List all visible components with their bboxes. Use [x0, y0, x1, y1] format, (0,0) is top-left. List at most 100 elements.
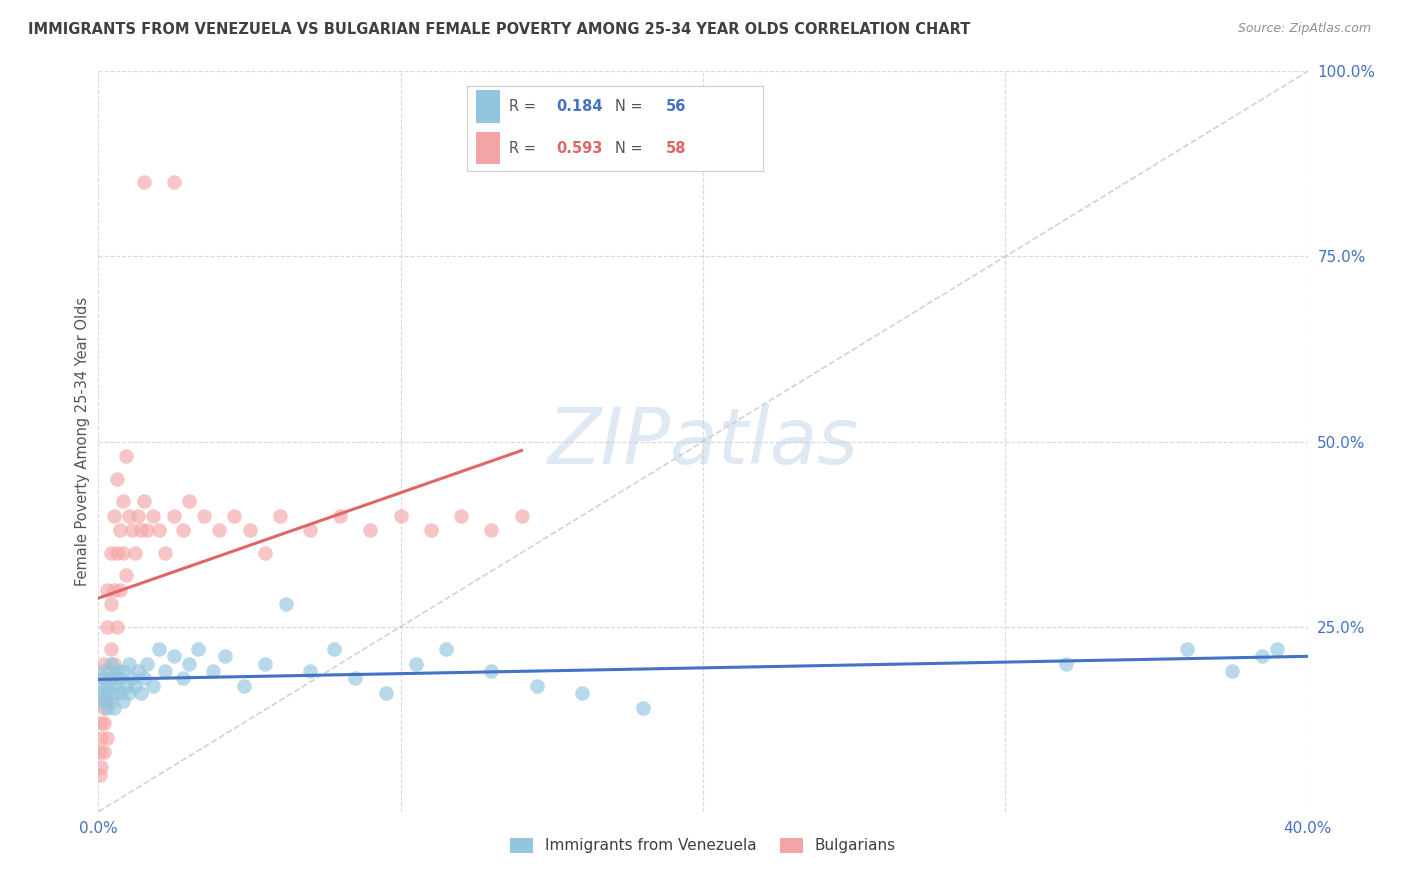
Point: [90, 715, 112, 730]
Point: [142, 508, 165, 523]
Point: [135, 524, 157, 538]
Point: [89, 746, 111, 760]
Point: [323, 641, 346, 656]
Point: [179, 657, 201, 671]
Point: [105, 679, 128, 693]
Point: [329, 508, 352, 523]
Point: [163, 649, 186, 664]
Point: [1054, 657, 1077, 671]
Point: [153, 546, 176, 560]
Point: [111, 493, 134, 508]
Point: [93, 664, 115, 678]
Point: [481, 664, 503, 678]
Point: [103, 657, 125, 671]
Point: [129, 524, 152, 538]
Point: [93, 694, 115, 708]
Point: [132, 175, 155, 190]
Point: [100, 672, 122, 686]
Point: [100, 546, 122, 560]
Point: [360, 524, 382, 538]
Point: [344, 672, 367, 686]
Point: [96, 619, 118, 633]
Point: [187, 641, 209, 656]
Point: [103, 686, 125, 700]
Point: [420, 524, 443, 538]
Point: [135, 657, 157, 671]
Point: [510, 508, 533, 523]
Point: [253, 546, 276, 560]
Point: [299, 524, 322, 538]
Point: [148, 524, 170, 538]
Point: [163, 175, 186, 190]
Point: [1267, 641, 1289, 656]
Point: [100, 694, 122, 708]
Point: [90, 694, 112, 708]
Point: [1251, 649, 1274, 664]
Point: [111, 546, 134, 560]
Point: [148, 641, 170, 656]
Point: [93, 715, 115, 730]
Point: [571, 686, 593, 700]
Point: [114, 567, 136, 582]
Point: [193, 508, 215, 523]
Point: [103, 672, 125, 686]
Point: [269, 508, 291, 523]
Point: [172, 672, 194, 686]
Point: [105, 664, 128, 678]
Point: [232, 679, 254, 693]
Point: [405, 657, 427, 671]
Point: [100, 598, 122, 612]
Point: [481, 524, 503, 538]
Point: [108, 582, 131, 597]
Point: [526, 679, 548, 693]
Point: [389, 508, 412, 523]
Legend: Immigrants from Venezuela, Bulgarians: Immigrants from Venezuela, Bulgarians: [503, 831, 903, 860]
Point: [90, 686, 112, 700]
Point: [274, 598, 297, 612]
Point: [434, 641, 457, 656]
Point: [129, 686, 152, 700]
Point: [224, 508, 246, 523]
Point: [103, 508, 125, 523]
Point: [105, 471, 128, 485]
Point: [96, 731, 118, 745]
Point: [121, 672, 143, 686]
Point: [114, 450, 136, 464]
Point: [132, 493, 155, 508]
Point: [96, 679, 118, 693]
Point: [111, 664, 134, 678]
Point: [108, 686, 131, 700]
Point: [153, 664, 176, 678]
Point: [1175, 641, 1198, 656]
Point: [108, 672, 131, 686]
Point: [93, 672, 115, 686]
Point: [93, 672, 115, 686]
Point: [124, 679, 146, 693]
Point: [299, 664, 322, 678]
Point: [121, 524, 143, 538]
Y-axis label: Female Poverty Among 25-34 Year Olds: Female Poverty Among 25-34 Year Olds: [75, 297, 90, 586]
Point: [90, 731, 112, 745]
Point: [127, 664, 149, 678]
Text: Source: ZipAtlas.com: Source: ZipAtlas.com: [1237, 22, 1371, 36]
Point: [105, 619, 128, 633]
Point: [96, 701, 118, 715]
Point: [142, 679, 165, 693]
Point: [450, 508, 472, 523]
Point: [1220, 664, 1243, 678]
Point: [93, 657, 115, 671]
Point: [100, 641, 122, 656]
Point: [118, 508, 141, 523]
Point: [103, 582, 125, 597]
Point: [239, 524, 262, 538]
Point: [100, 657, 122, 671]
Point: [100, 672, 122, 686]
Point: [108, 524, 131, 538]
Point: [374, 686, 396, 700]
Point: [96, 694, 118, 708]
Point: [202, 664, 225, 678]
Point: [96, 686, 118, 700]
Point: [214, 649, 236, 664]
Point: [90, 760, 112, 774]
Point: [124, 546, 146, 560]
